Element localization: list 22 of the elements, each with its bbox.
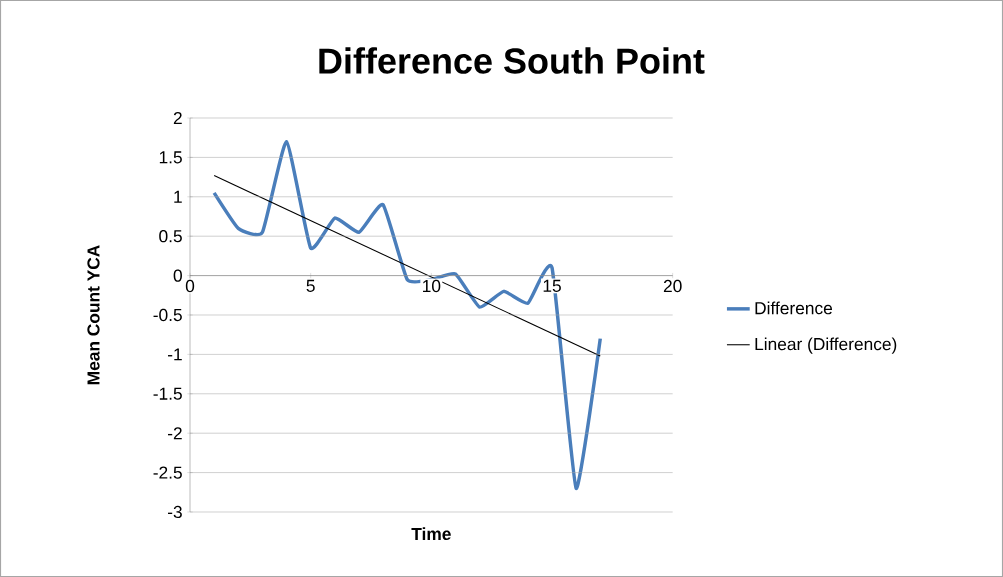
x-tick-label: 15 <box>543 279 561 292</box>
y-tick-label: 0.5 <box>159 230 182 243</box>
y-tick-label: -1.5 <box>153 387 182 400</box>
y-tick-label: -2.5 <box>153 466 182 479</box>
y-tick-label: -0.5 <box>153 308 182 322</box>
x-tick-label: 20 <box>663 279 682 293</box>
x-tick-label: 5 <box>306 279 315 292</box>
y-tick-label: -2 <box>167 427 182 440</box>
y-axis-title: Mean Count YCA <box>87 245 100 385</box>
y-tick-label: 1 <box>174 190 182 203</box>
chart-title: Difference South Point <box>319 47 705 74</box>
y-tick-label: -1 <box>167 348 182 361</box>
y-tick-label: 0 <box>173 269 182 282</box>
y-tick-label: 2 <box>173 111 182 125</box>
legend-label: Linear (Difference) <box>755 337 897 354</box>
x-tick-label: 10 <box>423 279 441 293</box>
y-tick-label: -3 <box>167 505 182 519</box>
y-tick-label: 1.5 <box>159 151 182 164</box>
line-series <box>212 139 603 491</box>
x-axis-title: Time <box>411 527 451 541</box>
x-tick-label: 0 <box>185 279 195 293</box>
legend-label: Difference <box>755 301 832 315</box>
